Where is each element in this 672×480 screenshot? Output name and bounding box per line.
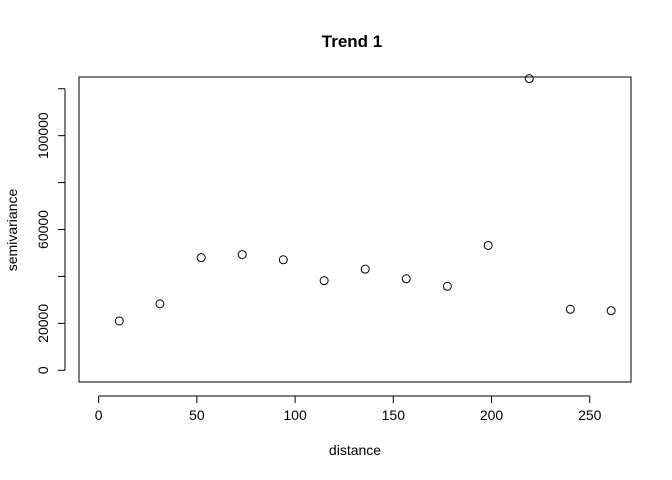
y-tick-label: 100000 — [35, 112, 51, 159]
data-point — [114, 316, 124, 326]
x-tick-label: 150 — [382, 407, 406, 423]
data-point — [565, 304, 575, 314]
data-point — [606, 306, 616, 316]
plot-frame — [78, 76, 632, 383]
x-tick-label: 50 — [189, 407, 205, 423]
data-point — [401, 274, 411, 284]
x-tick-label: 250 — [578, 407, 602, 423]
x-tick-label: 200 — [480, 407, 504, 423]
data-point — [524, 74, 534, 84]
data-point — [319, 276, 329, 286]
x-tick-label: 100 — [283, 407, 307, 423]
y-tick-label: 0 — [35, 366, 51, 374]
y-tick-label: 60000 — [35, 210, 51, 249]
x-tick-label: 0 — [95, 407, 103, 423]
x-axis: 0 50 100 150 200 250 — [95, 395, 602, 423]
data-point — [360, 264, 370, 274]
data-point — [442, 281, 452, 291]
y-axis: 0 20000 60000 100000 — [35, 88, 66, 374]
data-point — [155, 299, 165, 309]
data-point — [237, 250, 247, 260]
y-axis-label: semivariance — [4, 189, 20, 272]
chart-title: Trend 1 — [322, 32, 382, 51]
y-tick-label: 20000 — [35, 304, 51, 343]
data-point — [196, 253, 206, 263]
data-point — [483, 240, 493, 250]
data-point — [278, 255, 288, 265]
x-axis-label: distance — [329, 442, 381, 458]
data-points — [114, 74, 616, 326]
